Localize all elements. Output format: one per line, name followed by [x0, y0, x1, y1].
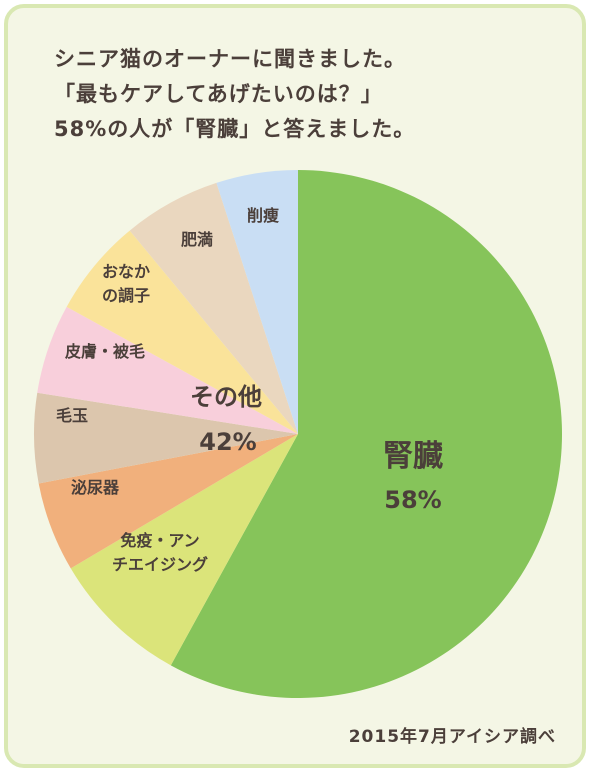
pie-slice [170, 170, 563, 698]
chart-title: シニア猫のオーナーに聞きました。 「最もケアしてあげたいのは？」 58%の人が「… [54, 42, 554, 147]
pie-slice [70, 434, 299, 666]
pie-slice [37, 306, 299, 434]
slice-label: 泌尿器 [71, 478, 120, 497]
slice-label: 毛玉 [56, 406, 88, 425]
pie-slice [38, 434, 298, 569]
source-note: 2015年7月アイシア調べ [348, 727, 556, 747]
pie-slice [66, 230, 299, 434]
slice-label: 腎臓 [383, 439, 443, 474]
slice-label: 皮膚・被毛 [64, 342, 145, 361]
title-line-3: 58%の人が「腎臓」と答えました。 [54, 117, 416, 141]
group-label: その他 [190, 383, 262, 411]
pie-slice [34, 392, 298, 484]
slice-label: 免疫・アンチエイジング [112, 531, 208, 574]
pie-slice [216, 170, 298, 434]
pie-slice [129, 182, 298, 434]
pie-slices [34, 170, 563, 698]
slice-label: 肥満 [181, 230, 213, 249]
group-value-label: 42% [199, 428, 256, 456]
title-line-1: シニア猫のオーナーに聞きました。 [54, 47, 406, 71]
slice-label: 削痩 [247, 206, 279, 225]
slice-label: おなかの調子 [102, 262, 150, 305]
slice-value-label: 58% [384, 486, 441, 514]
title-line-2: 「最もケアしてあげたいのは？」 [54, 82, 383, 106]
